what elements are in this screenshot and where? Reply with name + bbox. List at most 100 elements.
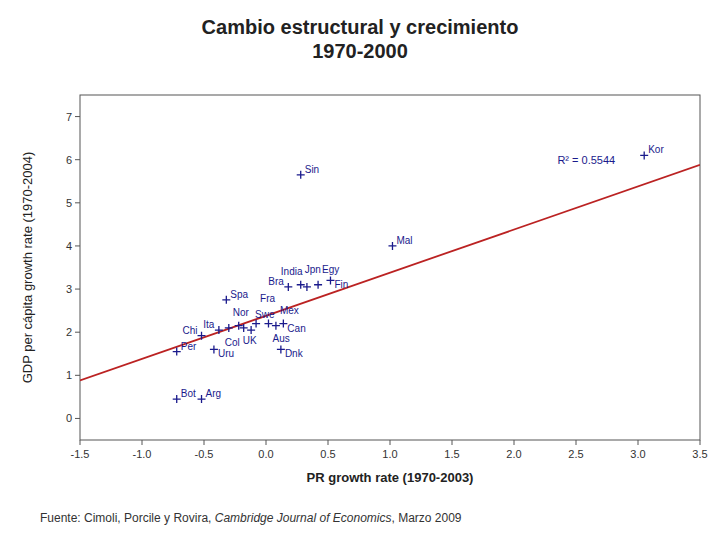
plot-frame bbox=[80, 95, 700, 440]
point-label: India bbox=[281, 266, 303, 277]
point bbox=[314, 281, 322, 289]
title: Cambio estructural y crecimiento1970-200… bbox=[202, 16, 519, 62]
footnote-part: , Marzo 2009 bbox=[391, 511, 461, 525]
point-label: Aus bbox=[272, 333, 289, 344]
point-label: Dnk bbox=[285, 348, 304, 359]
point bbox=[198, 395, 206, 403]
point bbox=[277, 345, 285, 353]
point-label: Chi bbox=[183, 325, 198, 336]
x-tick bbox=[80, 440, 81, 445]
point bbox=[326, 276, 334, 284]
annotation: R² = 0.5544 bbox=[557, 154, 615, 166]
point-label: Bot bbox=[181, 388, 196, 399]
point bbox=[388, 242, 396, 250]
x-tick-label: -1.5 bbox=[71, 448, 90, 460]
point-label: Fin bbox=[334, 279, 348, 290]
point-label: Sin bbox=[305, 164, 319, 175]
point-label: Can bbox=[287, 323, 305, 334]
point-label: Swe bbox=[255, 309, 275, 320]
point bbox=[173, 395, 181, 403]
x-tick bbox=[700, 440, 701, 445]
point-label: Kor bbox=[648, 144, 664, 155]
point-label: Mal bbox=[396, 235, 412, 246]
x-tick bbox=[514, 440, 515, 445]
y-tick bbox=[75, 418, 80, 419]
point-label: Nor bbox=[233, 307, 250, 318]
y-tick-label: 3 bbox=[66, 283, 72, 295]
y-tick bbox=[75, 116, 80, 117]
point bbox=[173, 348, 181, 356]
x-tick bbox=[576, 440, 577, 445]
y-tick-label: 2 bbox=[66, 326, 72, 338]
point-label: Bra bbox=[268, 276, 284, 287]
point bbox=[272, 322, 280, 330]
point bbox=[297, 171, 305, 179]
x-tick-label: 2.0 bbox=[506, 448, 521, 460]
point-label: Spa bbox=[230, 289, 248, 300]
point bbox=[247, 326, 255, 334]
title-line: 1970-2000 bbox=[312, 40, 408, 62]
chart: Cambio estructural y crecimiento1970-200… bbox=[0, 0, 720, 540]
footnote-part: Fuente: Cimoli, Porcile y Rovira, bbox=[40, 511, 215, 525]
point-label: Egy bbox=[322, 264, 339, 275]
point bbox=[303, 283, 311, 291]
point bbox=[215, 326, 223, 334]
point bbox=[222, 296, 230, 304]
point bbox=[225, 324, 233, 332]
x-tick-label: 1.5 bbox=[444, 448, 459, 460]
y-tick bbox=[75, 375, 80, 376]
point bbox=[252, 320, 260, 328]
y-tick-label: 0 bbox=[66, 412, 72, 424]
y-tick-label: 4 bbox=[66, 240, 72, 252]
plot-data bbox=[80, 151, 700, 403]
point-label: Arg bbox=[206, 388, 222, 399]
point bbox=[284, 283, 292, 291]
y-tick bbox=[75, 332, 80, 333]
y-tick-label: 7 bbox=[66, 111, 72, 123]
point-label: Ita bbox=[203, 319, 215, 330]
point bbox=[210, 345, 218, 353]
point-label: Jpn bbox=[305, 264, 321, 275]
y-tick-label: 1 bbox=[66, 369, 72, 381]
x-tick bbox=[266, 440, 267, 445]
x-tick-label: -0.5 bbox=[195, 448, 214, 460]
point-label: Mex bbox=[280, 305, 299, 316]
point-label: Col bbox=[225, 337, 240, 348]
x-tick bbox=[452, 440, 453, 445]
point-label: UK bbox=[243, 335, 257, 346]
point bbox=[264, 320, 272, 328]
x-tick bbox=[638, 440, 639, 445]
x-tick-label: 2.5 bbox=[568, 448, 583, 460]
title-line: Cambio estructural y crecimiento bbox=[202, 16, 519, 38]
point-label: Per bbox=[181, 341, 197, 352]
point-labels: Bot Arg Per Chi Ita Nor Spa UKCol Swe Fra Aus Mex Ca… bbox=[181, 144, 665, 399]
point-label: Fra bbox=[260, 293, 275, 304]
trend-line bbox=[80, 165, 700, 381]
point bbox=[279, 320, 287, 328]
x-tick bbox=[142, 440, 143, 445]
x-tick-label: 0.5 bbox=[320, 448, 335, 460]
x-tick-label: 1.0 bbox=[382, 448, 397, 460]
y-tick-label: 6 bbox=[66, 154, 72, 166]
footnote: Fuente: Cimoli, Porcile y Rovira, Cambri… bbox=[40, 511, 462, 525]
x-axis-label: PR growth rate (1970-2003) bbox=[307, 470, 474, 485]
y-tick-label: 5 bbox=[66, 197, 72, 209]
footnote-part: Cambridge Journal of Economics bbox=[215, 511, 392, 525]
point-label: Uru bbox=[218, 348, 234, 359]
y-tick bbox=[75, 202, 80, 203]
y-tick bbox=[75, 159, 80, 160]
x-tick bbox=[390, 440, 391, 445]
point bbox=[640, 151, 648, 159]
x-tick-label: -1.0 bbox=[133, 448, 152, 460]
y-axis-label: GDP per cápita growth rate (1970-2004) bbox=[20, 152, 35, 384]
point bbox=[240, 324, 248, 332]
y-tick bbox=[75, 245, 80, 246]
x-tick-label: 0.0 bbox=[258, 448, 273, 460]
axes: -1.5 -1.0 -0.5 0.0 0.5 1.0 1.5 2.0 2.5 3.0 3.5 0 1 2 3… bbox=[66, 111, 708, 460]
x-tick-label: 3.0 bbox=[630, 448, 645, 460]
x-tick bbox=[204, 440, 205, 445]
y-tick bbox=[75, 289, 80, 290]
x-tick bbox=[328, 440, 329, 445]
point bbox=[198, 332, 206, 340]
x-tick-label: 3.5 bbox=[692, 448, 707, 460]
